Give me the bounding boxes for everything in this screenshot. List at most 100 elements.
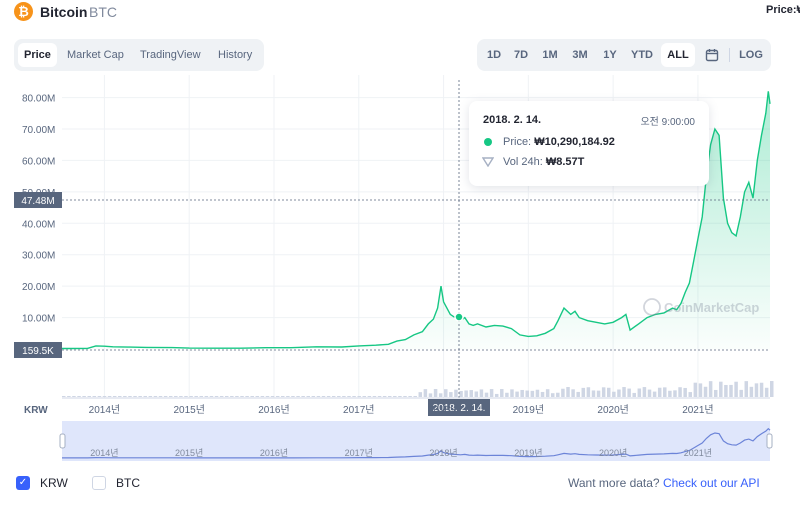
volume-bar [438,393,443,397]
tab-history[interactable]: History [218,49,253,61]
volume-bar [566,387,570,397]
tooltip: 2018. 2. 14. 오전 9:00:00 Price: ₩10,290,1… [469,101,709,186]
volume-bar [525,390,530,397]
volume-bar [734,381,738,397]
volume-bar [357,396,361,397]
volume-bar [123,396,127,397]
x-tick-label: 2015년 [173,404,204,416]
navigator-left-handle[interactable] [59,433,66,449]
volume-bar [591,390,596,397]
volume-bar [265,396,270,397]
volume-bar [342,396,346,397]
price-label: Price:₩ [766,4,800,16]
volume-bar [275,396,280,397]
volume-bar [367,396,372,397]
tab-market-cap[interactable]: Market Cap [67,49,124,61]
volume-bar [281,396,285,397]
baseline-label-bg [14,342,62,358]
volume-bar [235,396,239,397]
tab-1m[interactable]: 1M [542,49,558,61]
tab-7d[interactable]: 7D [513,49,529,61]
volume-bar [362,396,367,397]
volume-bar [286,396,290,397]
volume-bar [428,393,433,397]
y-axis-labels: 10.00M20.00M30.00M40.00M50.00M60.00M70.0… [22,94,55,325]
navigator-tick-label: 2017년 [345,448,373,458]
volume-bar [347,396,351,397]
krw-checkbox[interactable]: ✓ [16,476,30,490]
volume-bar [454,389,458,397]
x-tick-label: 2017년 [343,404,374,416]
tab-tradingview[interactable]: TradingView [140,49,201,61]
volume-bar [168,396,173,397]
tab-1y[interactable]: 1Y [603,49,617,61]
calendar-icon[interactable] [699,43,725,67]
coin-name: Bitcoin [40,4,88,20]
volume-bar [489,389,494,397]
tab-all[interactable]: ALL [661,43,695,67]
volume-bar [393,396,397,397]
volume-bar [617,389,621,397]
volume-bar [479,389,484,397]
bitcoin-icon: ₿ [14,2,33,21]
api-link[interactable]: Check out our API [662,476,760,490]
volume-bar [759,382,764,397]
api-promo: Want more data? Check out our API [568,476,760,490]
volume-bar [571,389,575,397]
volume-bar [647,389,652,397]
hover-point [454,312,464,322]
navigator-right-handle[interactable] [766,433,773,449]
volume-bar [62,396,66,397]
tab-separator [729,48,730,62]
volume-bar [67,396,71,397]
navigator-labels: 2014년 2015년 2016년 2017년 2018년 2019년 2020년 2021년 [90,448,712,458]
tab-3m[interactable]: 3M [572,49,588,61]
tab-log[interactable]: LOG [739,49,763,61]
volume-bar [184,396,188,397]
volume-bar [158,396,163,397]
volume-bar [515,391,519,397]
time-range-tabs: 1D 7D 1M 3M 1Y YTD ALL LOG [477,39,771,71]
volume-bar [321,396,326,397]
volume-bar [87,396,91,397]
tooltip-vol-value: ₩8.57T [545,156,585,168]
tab-price[interactable]: Price [18,43,57,67]
tab-1d[interactable]: 1D [486,49,502,61]
x-tick-label: 2021년 [682,404,713,416]
volume-bar [209,396,214,397]
x-tick-label: 2016년 [258,404,289,416]
volume-bar [107,396,112,397]
volume-bar [637,388,642,397]
volume-bar [82,396,86,397]
volume-bar [372,396,377,397]
volume-bar [255,396,260,397]
tooltip-date: 2018. 2. 14. [483,114,542,126]
volume-bar [250,396,254,397]
volume-bar [652,391,657,397]
volume-bar [770,381,774,397]
header: ₿ Bitcoin BTC Price:₩ [0,0,800,24]
volume-bar [576,391,580,397]
volume-bar [413,396,417,397]
navigator-selection[interactable] [62,421,770,461]
volume-bar [311,396,316,397]
volume-bar [194,396,198,397]
volume-bar [444,389,448,397]
volume-bar [474,391,479,397]
volume-bar [764,387,769,397]
volume-bar [77,396,81,397]
btc-checkbox[interactable] [92,476,106,490]
volume-bar [403,396,407,397]
volume-bar [586,387,591,397]
tab-ytd[interactable]: YTD [631,49,653,61]
price-chart[interactable]: 10.00M20.00M30.00M40.00M50.00M60.00M70.0… [0,0,800,470]
y-tick-label: 60.00M [22,156,55,167]
crosshair-x-label-bg [428,399,490,416]
volume-bar [230,396,234,397]
volume-bar [179,396,183,397]
volume-bar [245,396,249,397]
volume-bar [102,396,107,397]
api-promo-text: Want more data? [568,476,660,490]
volume-bar [713,389,718,397]
volume-bar [433,389,438,397]
